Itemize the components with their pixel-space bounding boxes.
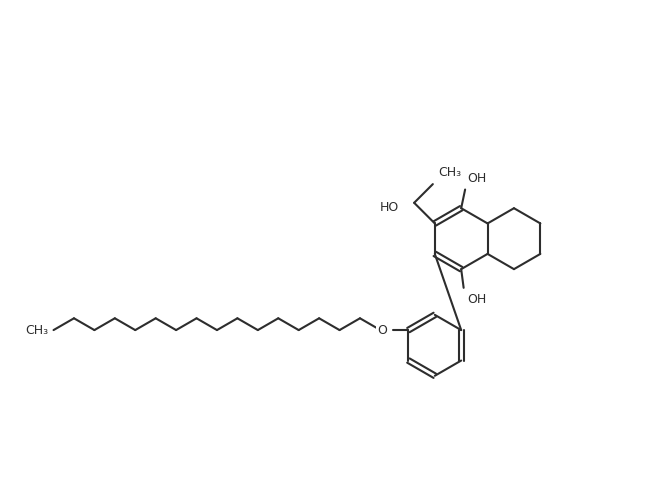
Text: OH: OH bbox=[468, 171, 487, 184]
Text: CH₃: CH₃ bbox=[439, 166, 462, 179]
Text: CH₃: CH₃ bbox=[26, 324, 49, 336]
Text: HO: HO bbox=[380, 201, 399, 214]
Text: OH: OH bbox=[468, 293, 487, 306]
Text: O: O bbox=[377, 324, 387, 336]
